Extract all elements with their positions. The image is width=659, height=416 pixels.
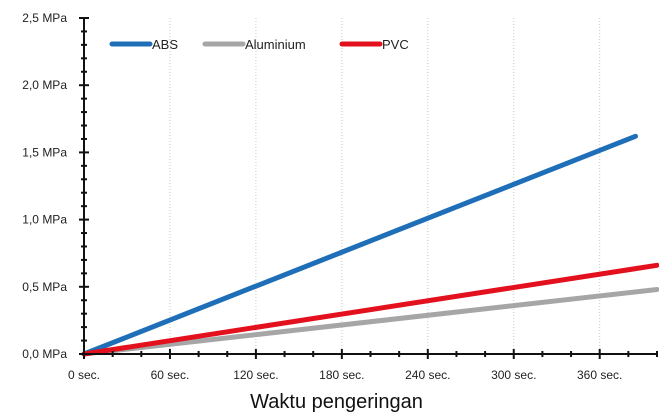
series-line-aluminium (81, 286, 659, 357)
series-line-pvc (81, 262, 659, 357)
x-axis-ticks: 0 sec. 60 sec. 120 sec. 180 sec. 240 sec. 300… (68, 349, 658, 382)
x-tick-label: 360 sec. (577, 368, 622, 382)
x-tick-label: 0 sec. (68, 368, 100, 382)
y-tick-label: 0,5 MPa (22, 280, 67, 294)
x-tick-label: 240 sec. (405, 368, 450, 382)
legend-label-abs: ABS (152, 37, 178, 52)
series-lines (81, 133, 659, 357)
y-tick-label: 1,0 MPa (22, 213, 67, 227)
x-tick-label: 120 sec. (233, 368, 278, 382)
x-tick-label: 60 sec. (151, 368, 190, 382)
x-axis-title: Waktu pengeringan (250, 391, 423, 413)
legend: ABS Aluminium PVC (109, 37, 409, 52)
y-tick-label: 2,0 MPa (22, 78, 67, 92)
x-tick-label: 300 sec. (491, 368, 536, 382)
y-axis-ticks: 0,0 MPa 0,5 MPa 1,0 MPa 1,5 MPa 2,0 MPa 2,5 M… (22, 11, 89, 361)
y-tick-label: 2,5 MPa (22, 11, 67, 25)
x-tick-label: 180 sec. (319, 368, 364, 382)
legend-label-pvc: PVC (382, 37, 409, 52)
y-tick-label: 1,5 MPa (22, 145, 67, 159)
series-line-abs (81, 133, 639, 357)
y-tick-label: 0,0 MPa (22, 347, 67, 361)
legend-label-aluminium: Aluminium (245, 37, 306, 52)
